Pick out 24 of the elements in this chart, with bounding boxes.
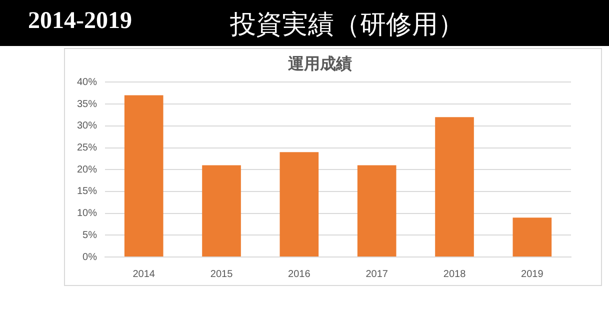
y-tick-label: 35% xyxy=(77,98,98,110)
bar xyxy=(357,165,396,256)
bar xyxy=(202,165,241,256)
bar xyxy=(124,95,164,256)
y-tick-label: 30% xyxy=(77,120,98,132)
y-tick-label: 10% xyxy=(77,208,98,220)
y-tick-label: 20% xyxy=(77,164,98,176)
chart-subtitle: 運用成績 xyxy=(287,54,352,73)
y-tick-label: 25% xyxy=(77,142,98,154)
y-tick-label: 5% xyxy=(82,230,98,241)
x-tick-label: 2017 xyxy=(366,268,388,280)
x-tick-label: 2019 xyxy=(521,268,544,280)
y-tick-label: 15% xyxy=(77,186,98,198)
bar xyxy=(435,117,474,256)
x-tick-label: 2015 xyxy=(210,268,234,280)
chart-title: 投資実績（研修用） xyxy=(230,9,464,42)
bar xyxy=(512,218,552,256)
text: 2014-2019 xyxy=(28,8,132,35)
y-tick-label: 0% xyxy=(82,252,98,263)
x-tick-label: 2014 xyxy=(132,268,156,280)
bar xyxy=(280,152,319,256)
y-tick-label: 40% xyxy=(77,76,98,88)
x-tick-label: 2018 xyxy=(443,268,466,280)
x-tick-label: 2016 xyxy=(288,268,311,280)
